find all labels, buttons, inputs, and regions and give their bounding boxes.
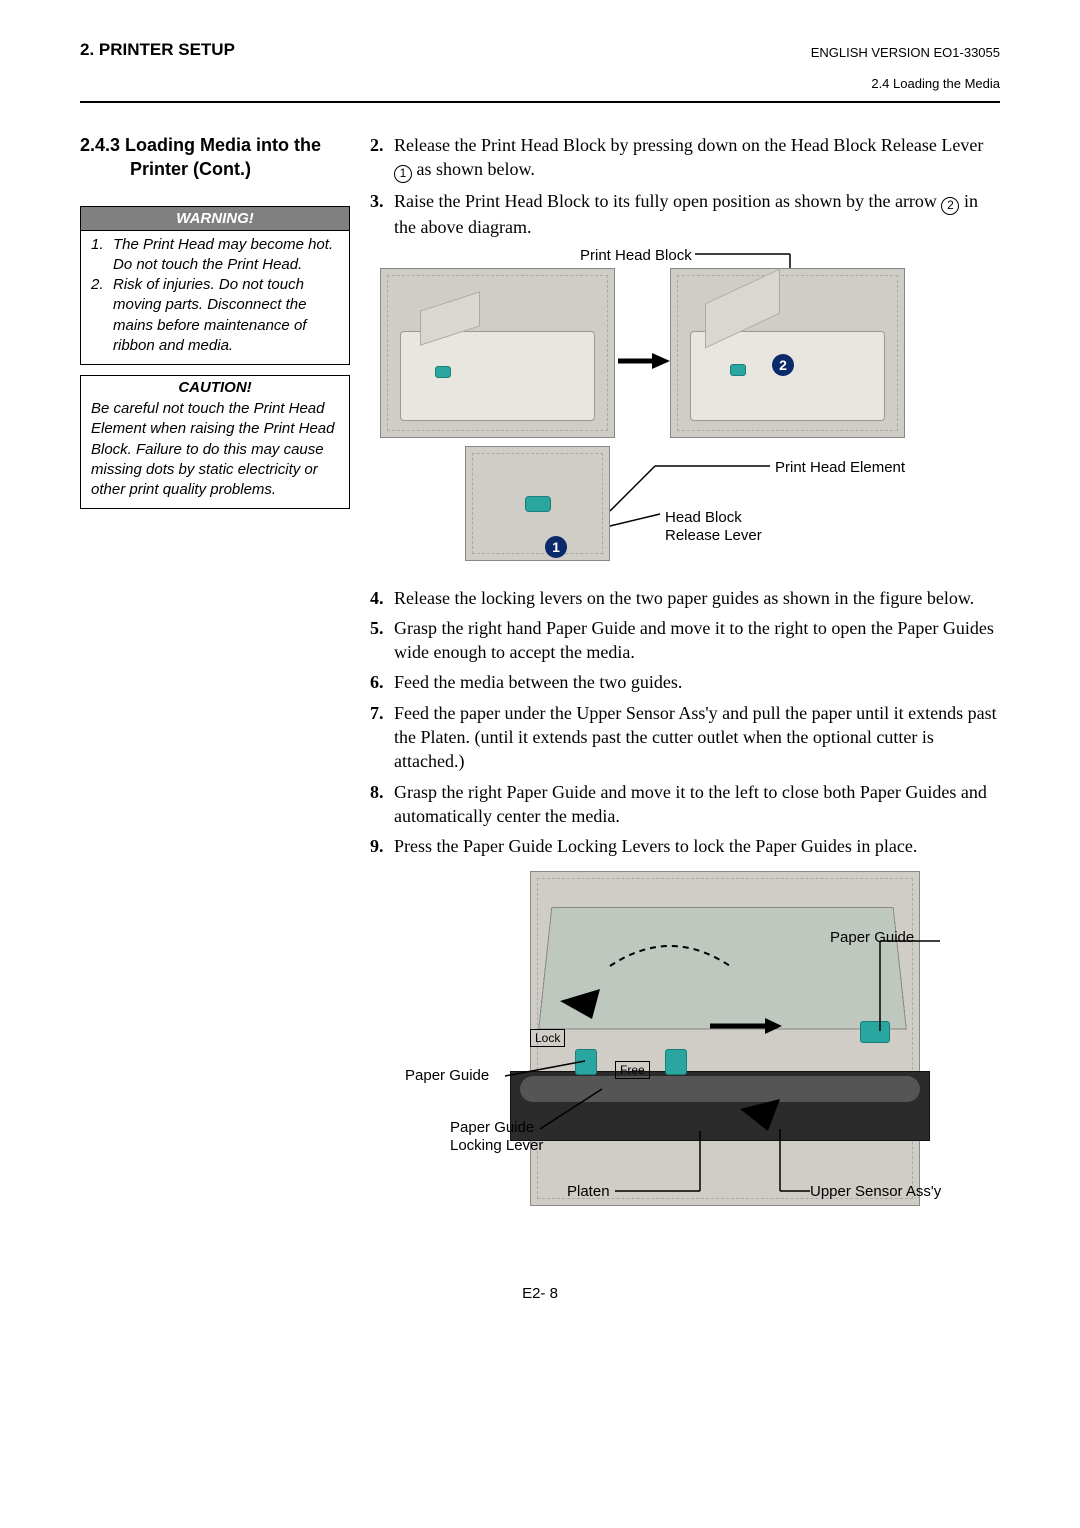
left-column: 2.4.3 Loading Media into the Printer (Co… (80, 133, 350, 865)
step-4-text: Release the locking levers on the two pa… (394, 586, 1000, 610)
step-7-text: Feed the paper under the Upper Sensor As… (394, 701, 1000, 774)
label-release-lever: Release Lever (665, 526, 762, 546)
header-right-line1: ENGLISH VERSION EO1-33055 (811, 45, 1000, 60)
warning-item-2: 2. Risk of injuries. Do not touch moving… (91, 275, 339, 356)
circled-2-icon: 2 (941, 197, 959, 215)
step-8: 8. Grasp the right Paper Guide and move … (370, 780, 1000, 829)
warning-box: WARNING! 1. The Print Head may become ho… (80, 206, 350, 366)
badge-2: 2 (772, 354, 794, 376)
warning-item-1: 1. The Print Head may become hot. Do not… (91, 235, 339, 276)
step-7-num: 7. (370, 701, 394, 774)
step-7: 7. Feed the paper under the Upper Sensor… (370, 701, 1000, 774)
step-9-num: 9. (370, 834, 394, 858)
figure-1-printer-left (400, 331, 595, 421)
header-left: 2. PRINTER SETUP (80, 40, 235, 60)
step-9-text: Press the Paper Guide Locking Levers to … (394, 834, 1000, 858)
warning-item-1-text: The Print Head may become hot. Do not to… (113, 235, 339, 276)
figure-2: Lock Free Paper Guide Paper Guide Paper (370, 871, 1000, 1261)
step-5: 5. Grasp the right hand Paper Guide and … (370, 616, 1000, 665)
step-5-text: Grasp the right hand Paper Guide and mov… (394, 616, 1000, 665)
label-locking-lever-1: Paper Guide (450, 1119, 534, 1136)
teal-accent-3 (525, 496, 551, 512)
caution-body: Be careful not touch the Print Head Elem… (81, 399, 349, 508)
step-6: 6. Feed the media between the two guides… (370, 670, 1000, 694)
section-title-line2: Printer (Cont.) (80, 159, 251, 179)
step-2-num: 2. (370, 133, 394, 183)
step-3-text-a: Raise the Print Head Block to its fully … (394, 191, 941, 211)
teal-accent-2 (730, 364, 746, 376)
step-4: 4. Release the locking levers on the two… (370, 586, 1000, 610)
figure-2-lines (370, 871, 1080, 1261)
circled-1-icon: 1 (394, 165, 412, 183)
header-subline-wrap: 2.4 Loading the Media (80, 76, 1000, 91)
right-column: 2. Release the Print Head Block by press… (370, 133, 1000, 865)
label-paper-guide-left: Paper Guide (405, 1067, 489, 1084)
label-paper-guide-right: Paper Guide (830, 929, 914, 946)
label-locking-lever-2: Locking Lever (450, 1137, 543, 1154)
step-6-text: Feed the media between the two guides. (394, 670, 1000, 694)
figure-1: Print Head Block (370, 246, 1000, 566)
step-6-num: 6. (370, 670, 394, 694)
body-grid: 2.4.3 Loading Media into the Printer (Co… (80, 133, 1000, 865)
step-5-num: 5. (370, 616, 394, 665)
step-2-text: Release the Print Head Block by pressing… (394, 133, 1000, 183)
step-3: 3. Raise the Print Head Block to its ful… (370, 189, 1000, 239)
warning-body: 1. The Print Head may become hot. Do not… (81, 231, 349, 365)
step-8-num: 8. (370, 780, 394, 829)
page-header: 2. PRINTER SETUP ENGLISH VERSION EO1-330… (80, 40, 1000, 60)
page-footer: E2- 8 (80, 1285, 1000, 1302)
label-print-head-element: Print Head Element (775, 458, 905, 478)
header-rule (80, 101, 1000, 103)
step-2-text-a: Release the Print Head Block by pressing… (394, 135, 983, 155)
caution-title: CAUTION! (81, 376, 349, 399)
teal-accent-1 (435, 366, 451, 378)
label-upper-sensor: Upper Sensor Ass'y (810, 1183, 941, 1200)
step-3-text: Raise the Print Head Block to its fully … (394, 189, 1000, 239)
page: 2. PRINTER SETUP ENGLISH VERSION EO1-330… (0, 0, 1080, 1342)
warning-item-2-text: Risk of injuries. Do not touch moving pa… (113, 275, 339, 356)
step-8-text: Grasp the right Paper Guide and move it … (394, 780, 1000, 829)
caution-box: CAUTION! Be careful not touch the Print … (80, 375, 350, 509)
section-title: 2.4.3 Loading Media into the Printer (Co… (80, 133, 350, 182)
header-right-line2: 2.4 Loading the Media (80, 76, 1000, 91)
warning-item-2-num: 2. (91, 275, 113, 356)
section-title-line1: 2.4.3 Loading Media into the (80, 135, 321, 155)
step-2-text-b: as shown below. (412, 159, 535, 179)
warning-item-1-num: 1. (91, 235, 113, 276)
step-3-num: 3. (370, 189, 394, 239)
step-9: 9. Press the Paper Guide Locking Levers … (370, 834, 1000, 858)
badge-1: 1 (545, 536, 567, 558)
figure-1-printer-right (690, 331, 885, 421)
step-4-num: 4. (370, 586, 394, 610)
warning-title: WARNING! (81, 207, 349, 231)
step-2: 2. Release the Print Head Block by press… (370, 133, 1000, 183)
header-right-block: ENGLISH VERSION EO1-33055 (811, 45, 1000, 60)
label-platen: Platen (567, 1183, 610, 1200)
